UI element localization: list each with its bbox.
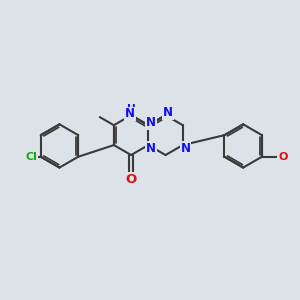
Text: N: N [181, 142, 190, 155]
Text: N: N [125, 107, 135, 120]
Text: N: N [163, 106, 173, 119]
Text: N: N [146, 142, 156, 155]
Text: O: O [278, 152, 287, 162]
Text: H: H [127, 104, 136, 114]
Text: Cl: Cl [26, 152, 37, 162]
Text: O: O [125, 173, 137, 186]
Text: N: N [146, 116, 156, 129]
